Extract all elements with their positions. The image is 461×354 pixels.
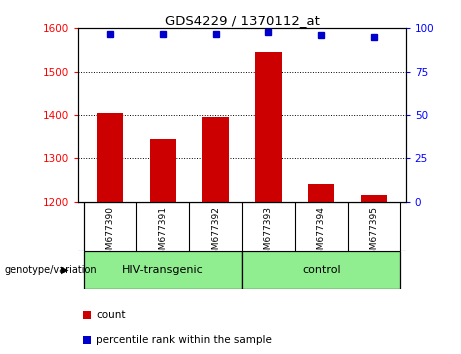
Text: GSM677390: GSM677390 bbox=[106, 206, 114, 261]
Bar bbox=[242, 251, 401, 289]
Title: GDS4229 / 1370112_at: GDS4229 / 1370112_at bbox=[165, 14, 319, 27]
Text: GSM677391: GSM677391 bbox=[158, 206, 167, 261]
Text: GSM677393: GSM677393 bbox=[264, 206, 273, 261]
Text: HIV-transgenic: HIV-transgenic bbox=[122, 265, 204, 275]
Bar bbox=[150, 139, 176, 202]
Text: GSM677392: GSM677392 bbox=[211, 206, 220, 261]
Text: ▶: ▶ bbox=[61, 265, 68, 275]
Text: count: count bbox=[96, 310, 125, 320]
Bar bbox=[97, 113, 123, 202]
Text: GSM677394: GSM677394 bbox=[317, 206, 326, 261]
Bar bbox=[308, 184, 334, 202]
Text: genotype/variation: genotype/variation bbox=[5, 265, 97, 275]
Text: percentile rank within the sample: percentile rank within the sample bbox=[96, 335, 272, 345]
Text: control: control bbox=[302, 265, 341, 275]
Bar bbox=[361, 195, 387, 202]
Bar bbox=[202, 117, 229, 202]
Bar bbox=[83, 251, 242, 289]
Text: GSM677395: GSM677395 bbox=[370, 206, 378, 261]
Bar bbox=[255, 52, 282, 202]
